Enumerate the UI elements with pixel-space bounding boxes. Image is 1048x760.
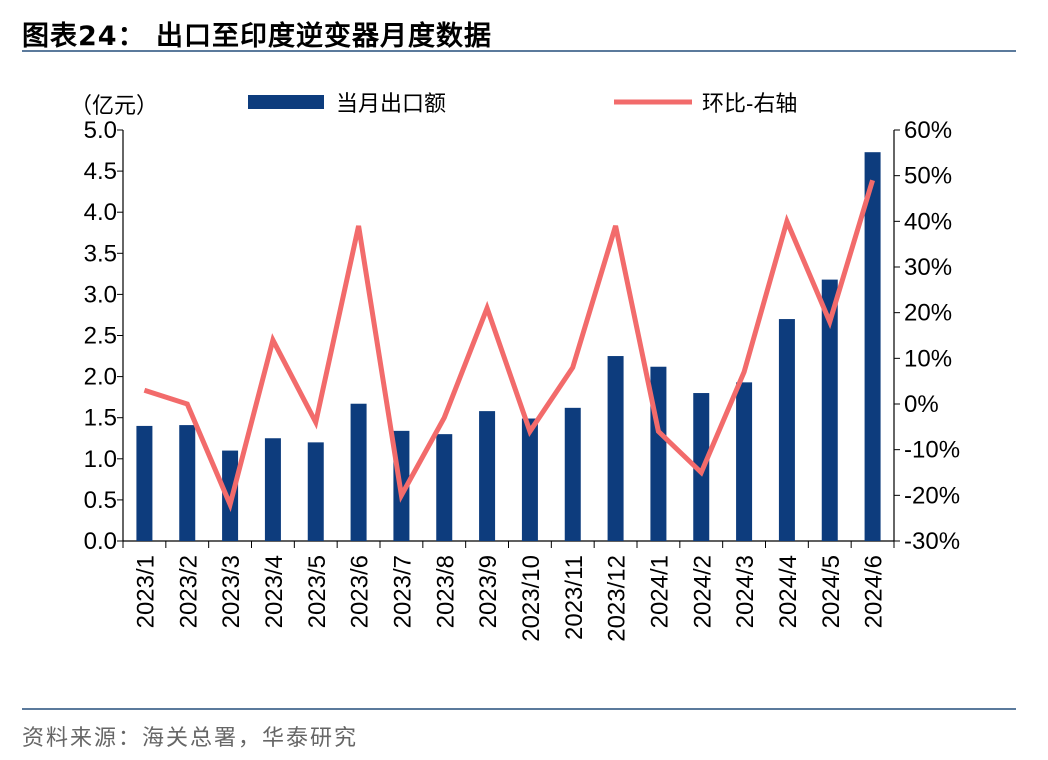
- right-axis-tick-label: -10%: [904, 437, 960, 464]
- left-axis-tick-label: 4.5: [84, 158, 117, 185]
- x-axis-label: 2024/6: [861, 555, 888, 628]
- bar-2023-4: [264, 438, 281, 541]
- x-axis-label: 2023/2: [175, 555, 202, 628]
- left-axis-tick-label: 2.0: [84, 364, 117, 391]
- right-axis-tick-label: 0%: [904, 391, 939, 418]
- left-axis-tick-label: 5.0: [84, 117, 117, 144]
- x-axis-label: 2023/8: [432, 555, 459, 628]
- right-axis-tick-label: -20%: [904, 482, 960, 509]
- bar-2023-12: [607, 356, 624, 541]
- x-axis-label: 2024/4: [775, 555, 802, 628]
- x-axis-label: 2023/7: [389, 555, 416, 628]
- x-axis-label: 2023/5: [304, 555, 331, 628]
- bar-2023-2: [179, 425, 196, 541]
- left-axis-unit: （亿元）: [70, 93, 158, 118]
- x-axis-label: 2023/12: [604, 555, 631, 642]
- x-axis-label: 2024/3: [732, 555, 759, 628]
- source-note: 资料来源：海关总署，华泰研究: [22, 726, 359, 751]
- top-divider: [22, 50, 1016, 52]
- right-axis-tick-label: 40%: [904, 208, 952, 235]
- x-axis-label: 2024/5: [818, 555, 845, 628]
- x-axis-label: 2024/2: [689, 555, 716, 628]
- right-axis-tick-label: 50%: [904, 163, 952, 190]
- bar-2023-10: [521, 418, 538, 541]
- bar-2023-11: [564, 407, 581, 541]
- bar-2024-6: [864, 152, 881, 541]
- left-axis-tick-label: 0.5: [84, 487, 117, 514]
- left-axis-tick-label: 1.5: [84, 405, 117, 432]
- left-axis-tick-label: 3.5: [84, 240, 117, 267]
- left-axis-tick-label: 0.0: [84, 528, 117, 555]
- right-axis-tick-label: 60%: [904, 117, 952, 144]
- x-axis-label: 2024/1: [646, 555, 673, 628]
- bar-2024-3: [736, 382, 753, 541]
- left-axis-tick-label: 1.0: [84, 446, 117, 473]
- right-axis-tick-label: 10%: [904, 345, 952, 372]
- bar-2024-4: [778, 319, 795, 541]
- right-axis-tick-label: 20%: [904, 300, 952, 327]
- legend-label-bar: 当月出口额: [336, 91, 446, 116]
- bottom-divider: [22, 708, 1016, 710]
- x-axis-label: 2023/3: [218, 555, 245, 628]
- legend-swatch-bar: [248, 95, 324, 109]
- bar-2023-1: [136, 425, 153, 541]
- left-axis-tick-label: 4.0: [84, 199, 117, 226]
- right-axis-tick-label: 30%: [904, 254, 952, 281]
- x-axis-label: 2023/10: [518, 555, 545, 642]
- line-series-mom: [143, 179, 875, 513]
- x-axis-label: 2023/6: [347, 555, 374, 628]
- bar-2023-9: [479, 411, 496, 541]
- legend-label-line: 环比-右轴: [702, 91, 797, 116]
- x-axis-label: 2023/4: [261, 555, 288, 628]
- left-axis-tick-label: 3.0: [84, 281, 117, 308]
- bar-2023-6: [350, 403, 367, 541]
- left-axis-tick-label: 2.5: [84, 323, 117, 350]
- bar-2023-8: [436, 434, 453, 541]
- figure-title: 图表24： 出口至印度逆变器月度数据: [22, 21, 492, 52]
- right-axis-tick-label: -30%: [904, 528, 960, 555]
- x-axis-label: 2023/1: [132, 555, 159, 628]
- bar-2024-5: [821, 279, 838, 541]
- bar-2023-5: [307, 442, 324, 541]
- x-axis-label: 2023/11: [561, 555, 588, 640]
- x-axis-label: 2023/9: [475, 555, 502, 628]
